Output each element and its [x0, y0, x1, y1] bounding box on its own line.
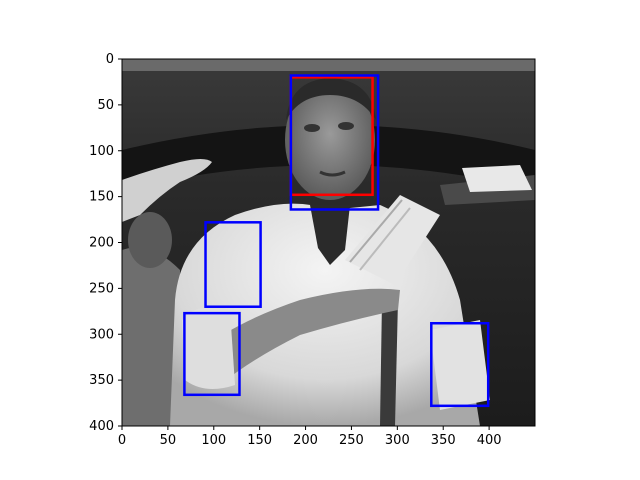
y-tick-label: 150	[89, 190, 114, 205]
y-axis: 0 50 100 150 200 250 300 350 400	[89, 52, 122, 434]
x-tick-label: 50	[160, 433, 177, 448]
bbox-detection-2	[204, 221, 262, 308]
x-tick-label: 250	[339, 433, 364, 448]
bounding-boxes	[183, 74, 490, 408]
photo	[122, 59, 535, 426]
bbox-face-detection	[289, 74, 380, 211]
y-tick-label: 350	[89, 373, 114, 388]
y-tick-label: 400	[89, 419, 114, 434]
y-tick-label: 200	[89, 236, 114, 251]
bbox-detection-3	[183, 311, 241, 397]
x-tick-label: 300	[385, 433, 410, 448]
x-tick-label: 400	[477, 433, 502, 448]
y-tick-label: 300	[89, 327, 114, 342]
x-tick-label: 150	[247, 433, 272, 448]
x-tick-label: 100	[201, 433, 226, 448]
y-tick-label: 0	[106, 52, 114, 67]
x-tick-label: 350	[431, 433, 456, 448]
y-tick-label: 100	[89, 144, 114, 159]
y-tick-label: 250	[89, 281, 114, 296]
x-tick-label: 200	[293, 433, 318, 448]
x-tick-label: 0	[118, 433, 126, 448]
x-axis: 0 50 100 150 200 250 300 350 400	[118, 426, 502, 448]
bbox-detection-4	[430, 321, 490, 408]
y-tick-label: 50	[97, 98, 114, 113]
